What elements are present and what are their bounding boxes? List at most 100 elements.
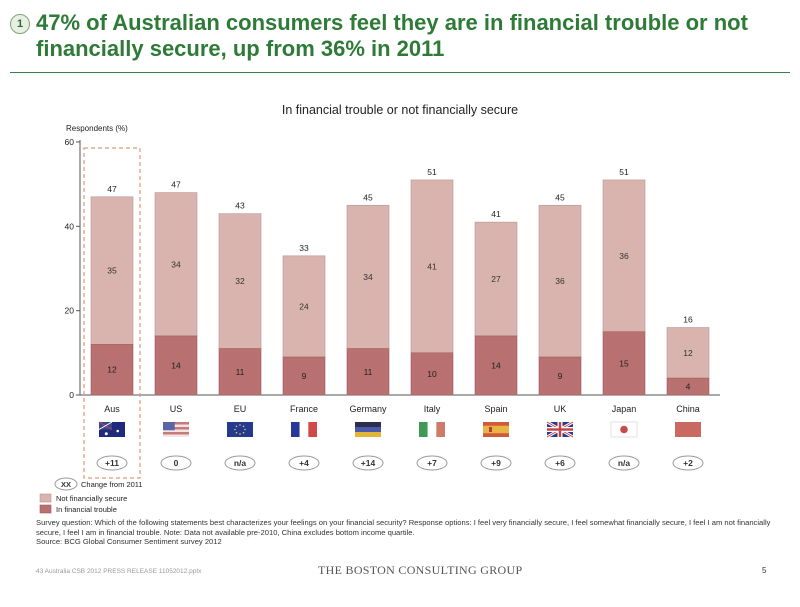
change-badge [160, 455, 192, 471]
slide-number-badge: 1 [10, 14, 30, 34]
bar-segment-not-secure-china [666, 327, 710, 379]
usa-flag-icon-part [163, 432, 189, 435]
australia-flag-icon-part [104, 432, 108, 436]
italy-flag-icon-part [427, 422, 437, 437]
x-tick-label: Italy [424, 404, 441, 414]
data-label-total: 51 [619, 167, 629, 177]
eu-flag-icon-part [234, 428, 236, 431]
eu-flag-icon-part [239, 433, 241, 435]
spain-flag-icon-part [489, 427, 492, 432]
title-divider [10, 72, 790, 73]
footnote: Survey question: Which of the following … [36, 518, 776, 547]
spain-flag-icon-part [483, 425, 509, 434]
x-tick-label: US [170, 404, 183, 414]
bar-segment-trouble-spain [474, 335, 518, 396]
legend-change-label: Change from 2011 [81, 480, 143, 489]
stacked-bar-chart: In financial trouble or not financially … [39, 103, 720, 514]
data-label-trouble: 15 [619, 358, 629, 368]
change-badge [352, 455, 384, 471]
change-badge-label: +4 [299, 458, 309, 468]
data-label-not-secure: 34 [171, 259, 181, 269]
australia-flag-icon [98, 421, 125, 437]
data-label-not-secure: 36 [555, 276, 565, 286]
data-label-total: 51 [427, 167, 437, 177]
france-flag-icon-part [308, 422, 317, 437]
legend-swatch-not-secure [39, 493, 52, 503]
data-label-trouble: 11 [364, 367, 373, 377]
data-label-total: 16 [683, 315, 693, 325]
change-badge-label: n/a [618, 458, 631, 468]
page-number: 5 [762, 566, 767, 575]
data-label-not-secure: 32 [235, 276, 245, 286]
footnote-source: Source: BCG Global Consumer Sentiment su… [36, 537, 222, 547]
y-axis-label: Respondents (%) [66, 124, 128, 133]
eu-flag-icon-part [244, 428, 246, 431]
france-flag-icon-part [299, 422, 309, 437]
change-badge [544, 455, 576, 471]
y-tick-label: 60 [65, 137, 75, 147]
data-label-trouble: 10 [427, 369, 437, 379]
change-badge [416, 455, 448, 471]
eu-flag-icon-part [242, 425, 245, 428]
bar-segment-not-secure-eu [218, 213, 262, 349]
change-badge [608, 455, 640, 471]
data-label-total: 33 [299, 243, 309, 253]
bar-segment-trouble-japan [602, 331, 646, 396]
bar-segment-not-secure-italy [410, 179, 454, 354]
data-label-total: 45 [555, 192, 565, 202]
data-label-not-secure: 41 [427, 261, 437, 271]
france-flag-icon-part [291, 422, 300, 437]
germany-flag-icon-part [355, 432, 381, 437]
bar-segment-not-secure-france [282, 255, 326, 358]
change-badge-label: +7 [427, 458, 437, 468]
usa-flag-icon-part [163, 427, 189, 430]
change-badge [480, 455, 512, 471]
bar-segment-not-secure-uk [538, 204, 582, 358]
data-label-trouble: 9 [302, 371, 307, 381]
data-label-trouble: 4 [686, 382, 691, 392]
x-tick-label: Spain [484, 404, 507, 414]
data-label-trouble: 14 [171, 360, 181, 370]
bar-segment-trouble-italy [410, 352, 454, 396]
legend-label-not-secure: Not financially secure [56, 494, 127, 503]
bar-segment-trouble-france [282, 356, 326, 396]
japan-flag-icon [610, 421, 638, 438]
footnote-survey-question: Survey question: Which of the following … [36, 518, 771, 537]
china-flag-icon-part [675, 422, 701, 437]
y-tick-label: 40 [65, 221, 75, 231]
x-tick-label: Aus [104, 404, 120, 414]
germany-flag-icon-part [355, 422, 381, 427]
legend-swatch-trouble [39, 504, 52, 514]
chart-title: In financial trouble or not financially … [282, 103, 518, 117]
data-label-not-secure: 24 [299, 301, 309, 311]
bar-segment-trouble-china [666, 377, 710, 396]
slide-title: 47% of Australian consumers feel they ar… [36, 10, 748, 61]
change-badge [96, 455, 128, 471]
germany-flag-icon-part [355, 427, 381, 432]
legend-change-badge [54, 477, 78, 491]
x-tick-label: Japan [612, 404, 637, 414]
bar-segment-trouble-eu [218, 348, 262, 396]
x-tick-label: Germany [349, 404, 387, 414]
japan-flag-icon-part [620, 425, 628, 434]
change-badge-label: +14 [361, 458, 376, 468]
usa-flag-icon-part [163, 434, 189, 437]
australia-flag-icon-part [116, 429, 120, 433]
bar-segment-trouble-us [154, 335, 198, 396]
eu-flag-icon [227, 422, 253, 437]
eu-flag-icon-part [235, 431, 238, 434]
footer-filename: 43 Australia CSB 2012 PRESS RELEASE 1105… [36, 568, 202, 575]
usa-flag-icon-part [163, 422, 189, 425]
data-label-trouble: 12 [107, 365, 117, 375]
highlight-box-aus [83, 147, 141, 479]
eu-flag-icon-part [242, 431, 245, 434]
legend-change-badge-label: XX [61, 480, 71, 489]
data-label-total: 41 [491, 209, 501, 219]
data-label-not-secure: 12 [683, 348, 693, 358]
change-badge-label: n/a [234, 458, 247, 468]
x-tick-label: UK [554, 404, 567, 414]
data-label-trouble: 11 [236, 367, 245, 377]
x-tick-label: France [290, 404, 318, 414]
data-label-total: 45 [363, 192, 373, 202]
usa-flag-icon [163, 422, 189, 437]
